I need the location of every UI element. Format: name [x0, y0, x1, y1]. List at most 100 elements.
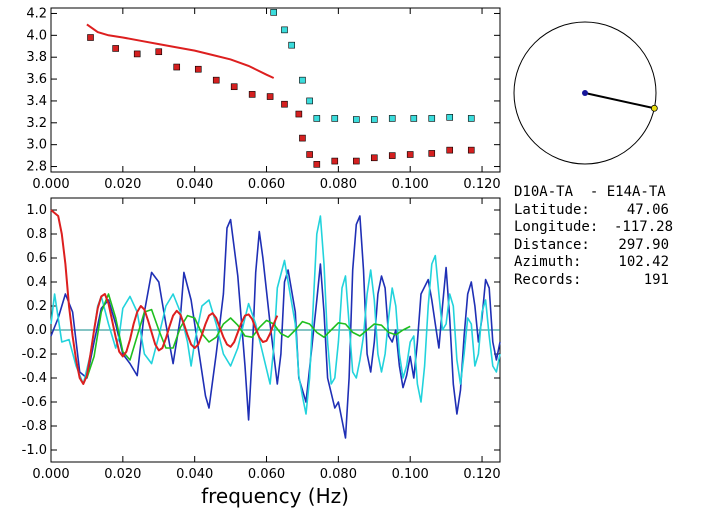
top-y-tick-label: 3.0 [26, 138, 47, 153]
top-red-marker [313, 161, 321, 168]
longitude-row: Longitude: -117.28 [514, 219, 699, 237]
top-y-tick-label: 2.8 [26, 160, 47, 175]
bottom-cyan-line [50, 215, 501, 415]
longitude-label: Longitude: [514, 219, 599, 236]
top-y-tick-label: 3.8 [26, 50, 47, 65]
bottom-y-tick-label: -0.6 [22, 395, 47, 410]
top-red-marker [428, 150, 436, 157]
azimuth-label: Azimuth: [514, 254, 582, 271]
top-x-tick-label: 0.080 [320, 177, 357, 192]
top-x-tick-label: 0.120 [463, 177, 500, 192]
bottom-y-tick-label: -0.4 [22, 371, 47, 386]
bottom-series-layer [50, 209, 501, 439]
top-red-marker [299, 134, 306, 142]
top-cyan-marker [281, 26, 288, 34]
azimuth-dial [513, 21, 658, 165]
latitude-label: Latitude: [514, 201, 590, 218]
top-plot-frame [50, 7, 501, 173]
top-cyan-marker [270, 9, 278, 16]
bottom-y-tick-label: -1.0 [22, 443, 47, 458]
bottom-x-tick-label: 0.120 [463, 467, 500, 482]
bottom-y-tick-label: 0.0 [26, 323, 47, 338]
top-red-marker [370, 154, 378, 162]
dial-center-dot [582, 90, 588, 96]
top-red-marker [133, 50, 141, 58]
top-red-marker [306, 151, 313, 158]
records-row: Records: 191 [514, 272, 699, 290]
top-red-marker [388, 152, 396, 159]
top-red-marker [155, 48, 163, 56]
top-cyan-marker [446, 114, 454, 121]
bottom-green-line [86, 293, 411, 379]
bottom-axis-ticks: 0.000 0.020 0.040 0.060 0.080 0.100 0.120 1.0 0.… [22, 198, 501, 482]
bottom-y-tick-label: -0.2 [22, 347, 47, 362]
top-y-tick-label: 3.4 [26, 94, 47, 109]
top-red-marker [266, 93, 274, 100]
bottom-y-tick-label: 0.8 [26, 227, 47, 242]
top-red-marker [281, 100, 288, 108]
top-cyan-marker [299, 76, 306, 84]
top-red-marker [295, 110, 303, 118]
top-red-marker [112, 45, 119, 52]
top-cyan-marker [370, 116, 378, 123]
bottom-x-tick-label: 0.060 [248, 467, 285, 482]
latitude-value: 47.06 [626, 201, 669, 218]
top-y-tick-label: 3.6 [26, 72, 47, 87]
top-x-tick-label: 0.000 [32, 177, 69, 192]
top-red-marker [467, 146, 475, 154]
top-cyan-marker [353, 116, 360, 123]
bottom-y-tick-label: 0.4 [26, 275, 47, 290]
station-pair: D10A-TA - E14A-TA [514, 184, 666, 200]
group-velocity-panel: 0.000 0.020 0.040 0.060 0.080 0.100 0.120 4.2 4.… [26, 6, 500, 192]
top-x-tick-label: 0.060 [248, 177, 285, 192]
top-cyan-marker [313, 115, 321, 122]
top-red-marker [446, 146, 454, 154]
top-cyan-marker [388, 115, 396, 122]
top-x-tick-label: 0.040 [176, 177, 213, 192]
distance-value: 297.90 [618, 236, 669, 253]
top-cyan-marker [428, 115, 436, 122]
top-red-marker [194, 65, 202, 73]
top-y-tick-label: 4.0 [26, 28, 47, 43]
top-axis-ticks: 0.000 0.020 0.040 0.060 0.080 0.100 0.120 4.2 4.… [26, 6, 500, 192]
bottom-dark-blue-line [50, 215, 501, 439]
bottom-y-tick-label: 0.2 [26, 299, 47, 314]
top-red-marker [212, 76, 220, 84]
correlation-panel: 0.000 0.020 0.040 0.060 0.080 0.100 0.120 1.0 0.… [22, 197, 501, 508]
top-cyan-marker [331, 115, 339, 122]
bottom-x-tick-label: 0.020 [104, 467, 141, 482]
top-red-marker [406, 151, 414, 158]
bottom-y-tick-label: 1.0 [26, 203, 47, 218]
top-series-layer [86, 9, 475, 168]
station-pair-row: D10A-TA - E14A-TA [514, 184, 699, 202]
dial-needle [584, 92, 655, 110]
top-cyan-marker [288, 41, 295, 49]
top-cyan-marker [410, 115, 418, 122]
distance-row: Distance: 297.90 [514, 237, 699, 255]
dial-tip-dot [650, 104, 658, 112]
bottom-x-tick-label: 0.100 [392, 467, 429, 482]
bottom-red-line [50, 209, 279, 385]
top-model-curve [86, 23, 275, 79]
distance-label: Distance: [514, 236, 590, 253]
top-cyan-marker [306, 97, 313, 105]
x-axis-title: frequency (Hz) [201, 484, 349, 508]
records-label: Records: [514, 271, 582, 288]
top-x-tick-label: 0.100 [392, 177, 429, 192]
bottom-x-tick-label: 0.040 [176, 467, 213, 482]
top-red-marker [331, 157, 339, 165]
top-red-marker [248, 91, 256, 98]
bottom-x-tick-label: 0.080 [320, 467, 357, 482]
top-red-marker [230, 83, 238, 91]
top-cyan-marker [467, 115, 475, 122]
bottom-y-tick-label: 0.6 [26, 251, 47, 266]
bottom-x-tick-label: 0.000 [32, 467, 69, 482]
top-y-tick-label: 4.2 [26, 6, 47, 21]
top-x-tick-label: 0.020 [104, 177, 141, 192]
dial-circle [513, 21, 657, 165]
longitude-value: -117.28 [614, 219, 674, 236]
bottom-y-tick-label: -0.8 [22, 419, 47, 434]
top-y-tick-label: 3.2 [26, 116, 47, 131]
station-info-panel: D10A-TA - E14A-TA Latitude: 47.06 Longit… [514, 184, 699, 290]
